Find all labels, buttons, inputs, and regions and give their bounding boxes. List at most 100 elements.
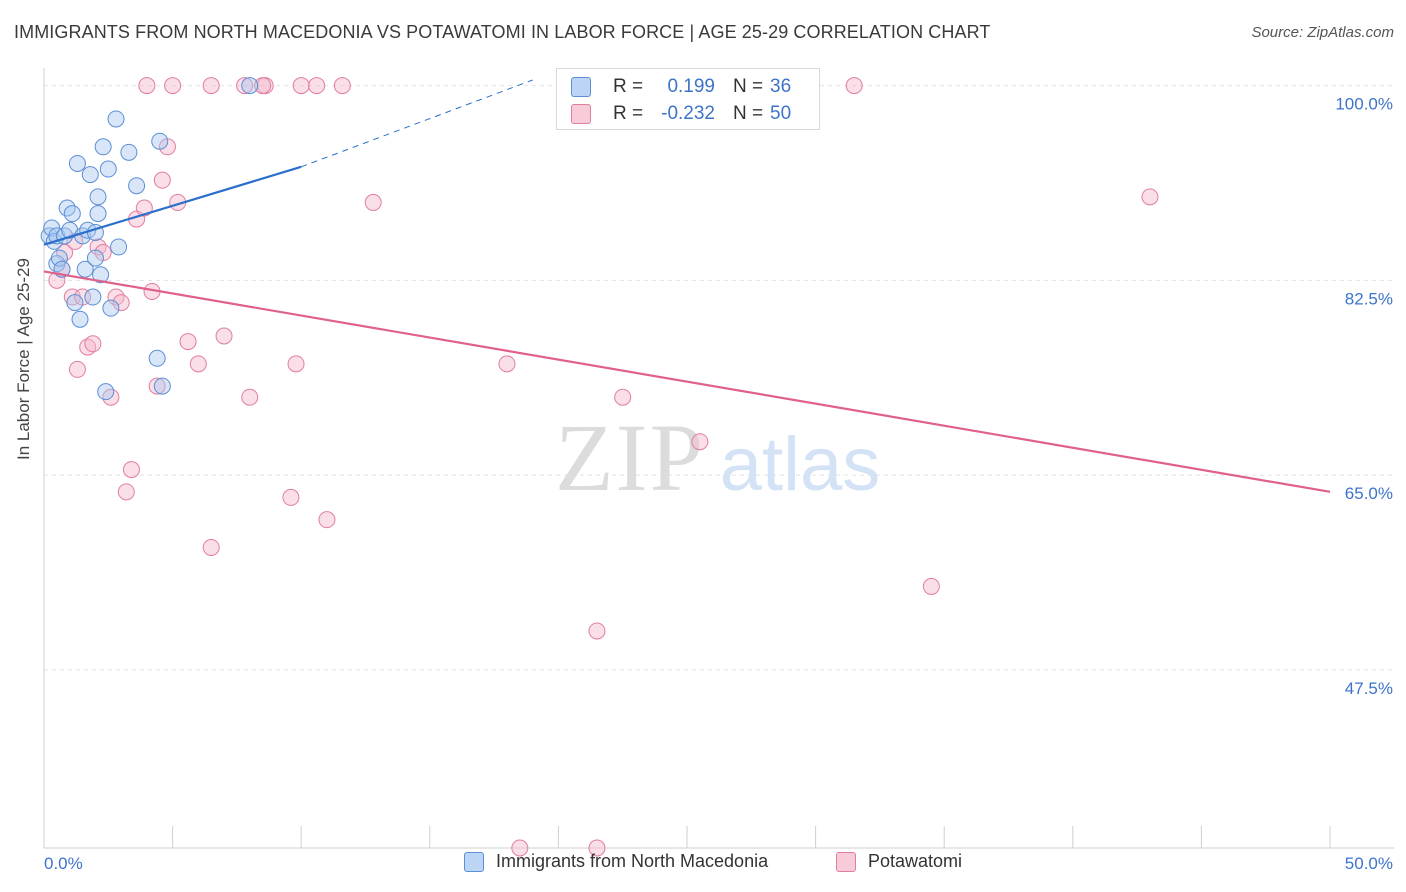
y-tick-label: 47.5%: [1345, 679, 1393, 698]
data-point: [287, 355, 305, 373]
data-point: [66, 294, 84, 312]
data-point: [102, 299, 120, 317]
trend-line-potawatomi: [43, 270, 1331, 493]
stats-swatch-pink: [571, 104, 591, 124]
legend-item-potawatomi[interactable]: Potawatomi: [836, 851, 962, 872]
stats-swatch-blue: [571, 77, 591, 97]
x-tick-label: 0.0%: [44, 854, 83, 873]
data-point: [511, 839, 529, 857]
source-label: Source: ZipAtlas.com: [1251, 24, 1394, 41]
data-point: [99, 160, 117, 178]
data-point: [120, 143, 138, 161]
data-point: [68, 154, 86, 172]
data-point: [333, 77, 351, 95]
data-point: [189, 355, 207, 373]
data-point: [48, 271, 66, 289]
tick-labels: 100.0% 82.5% 65.0% 47.5% 0.0% 50.0%: [44, 95, 1393, 873]
watermark: ZIP atlas: [555, 404, 880, 511]
data-point: [614, 388, 632, 406]
watermark-atlas: atlas: [720, 422, 881, 507]
data-point: [202, 77, 220, 95]
data-point: [89, 188, 107, 206]
data-point: [86, 249, 104, 267]
y-tick-label: 65.0%: [1345, 484, 1393, 503]
series-north-macedonia: [40, 77, 259, 401]
legend-label: Immigrants from North Macedonia: [496, 851, 769, 871]
data-point: [81, 166, 99, 184]
data-point: [122, 461, 140, 479]
data-point: [215, 327, 233, 345]
chart-title: IMMIGRANTS FROM NORTH MACEDONIA VS POTAW…: [14, 22, 991, 42]
data-point: [68, 360, 86, 378]
trend-lines: [43, 79, 1331, 493]
data-point: [50, 249, 68, 267]
y-tick-label: 82.5%: [1345, 289, 1393, 308]
stats-box: R = 0.199 N = 36 R = -0.232 N = 50: [556, 68, 820, 130]
data-point: [148, 377, 166, 395]
data-point: [79, 338, 97, 356]
series-potawatomi: [48, 77, 1159, 857]
stats-n-value: 50: [770, 103, 792, 124]
y-axis-label: In Labor Force | Age 25-29: [14, 258, 33, 460]
data-point: [84, 288, 102, 306]
data-point: [89, 205, 107, 223]
data-point: [71, 310, 89, 328]
data-point: [117, 483, 135, 501]
stats-n-label: N =: [733, 76, 764, 97]
data-point: [691, 433, 709, 451]
data-point: [922, 577, 940, 595]
data-point: [498, 355, 516, 373]
data-point: [61, 221, 79, 239]
data-point: [292, 77, 310, 95]
x-tick-label: 50.0%: [1345, 854, 1393, 873]
data-point: [308, 77, 326, 95]
data-point: [151, 132, 169, 150]
stats-r-value: -0.232: [661, 103, 715, 124]
data-point: [845, 77, 863, 95]
data-point: [112, 294, 130, 312]
legend-item-north-macedonia[interactable]: Immigrants from North Macedonia: [464, 851, 768, 872]
gridlines: [44, 85, 1394, 671]
stats-n-label: N =: [733, 103, 764, 124]
data-point: [254, 77, 272, 95]
data-point: [84, 335, 102, 353]
data-point: [241, 388, 259, 406]
data-point: [128, 177, 146, 195]
trend-line-north-macedonia: [43, 165, 302, 246]
legend-swatch-pink: [836, 851, 856, 872]
data-point: [236, 77, 254, 95]
stats-r-value: 0.199: [667, 76, 715, 97]
data-point: [153, 377, 171, 395]
stats-r-label: R =: [613, 76, 644, 97]
data-point: [241, 77, 259, 95]
data-point: [110, 238, 128, 256]
data-point: [94, 138, 112, 156]
data-point: [148, 349, 166, 367]
data-point: [202, 538, 220, 556]
data-point: [318, 511, 336, 529]
stats-r-label: R =: [613, 103, 644, 124]
data-point: [282, 488, 300, 506]
legend-swatch-blue: [464, 851, 484, 872]
data-point: [588, 839, 606, 857]
data-point: [92, 266, 110, 284]
data-point: [63, 205, 81, 223]
data-point: [164, 77, 182, 95]
data-point: [76, 260, 94, 278]
trend-line-north-macedonia-extension: [301, 79, 533, 168]
data-point: [97, 383, 115, 401]
stats-n-value: 36: [770, 76, 792, 97]
data-point: [107, 110, 125, 128]
data-point: [153, 171, 171, 189]
axes: [43, 68, 1394, 849]
legend: Immigrants from North Macedonia Potawato…: [0, 851, 1406, 879]
legend-label: Potawatomi: [868, 851, 963, 871]
data-point: [1141, 188, 1159, 206]
data-point: [138, 77, 156, 95]
y-tick-label: 100.0%: [1335, 95, 1393, 114]
data-point: [588, 622, 606, 640]
data-point: [179, 333, 197, 351]
watermark-zip: ZIP: [555, 404, 705, 511]
data-point: [364, 193, 382, 211]
